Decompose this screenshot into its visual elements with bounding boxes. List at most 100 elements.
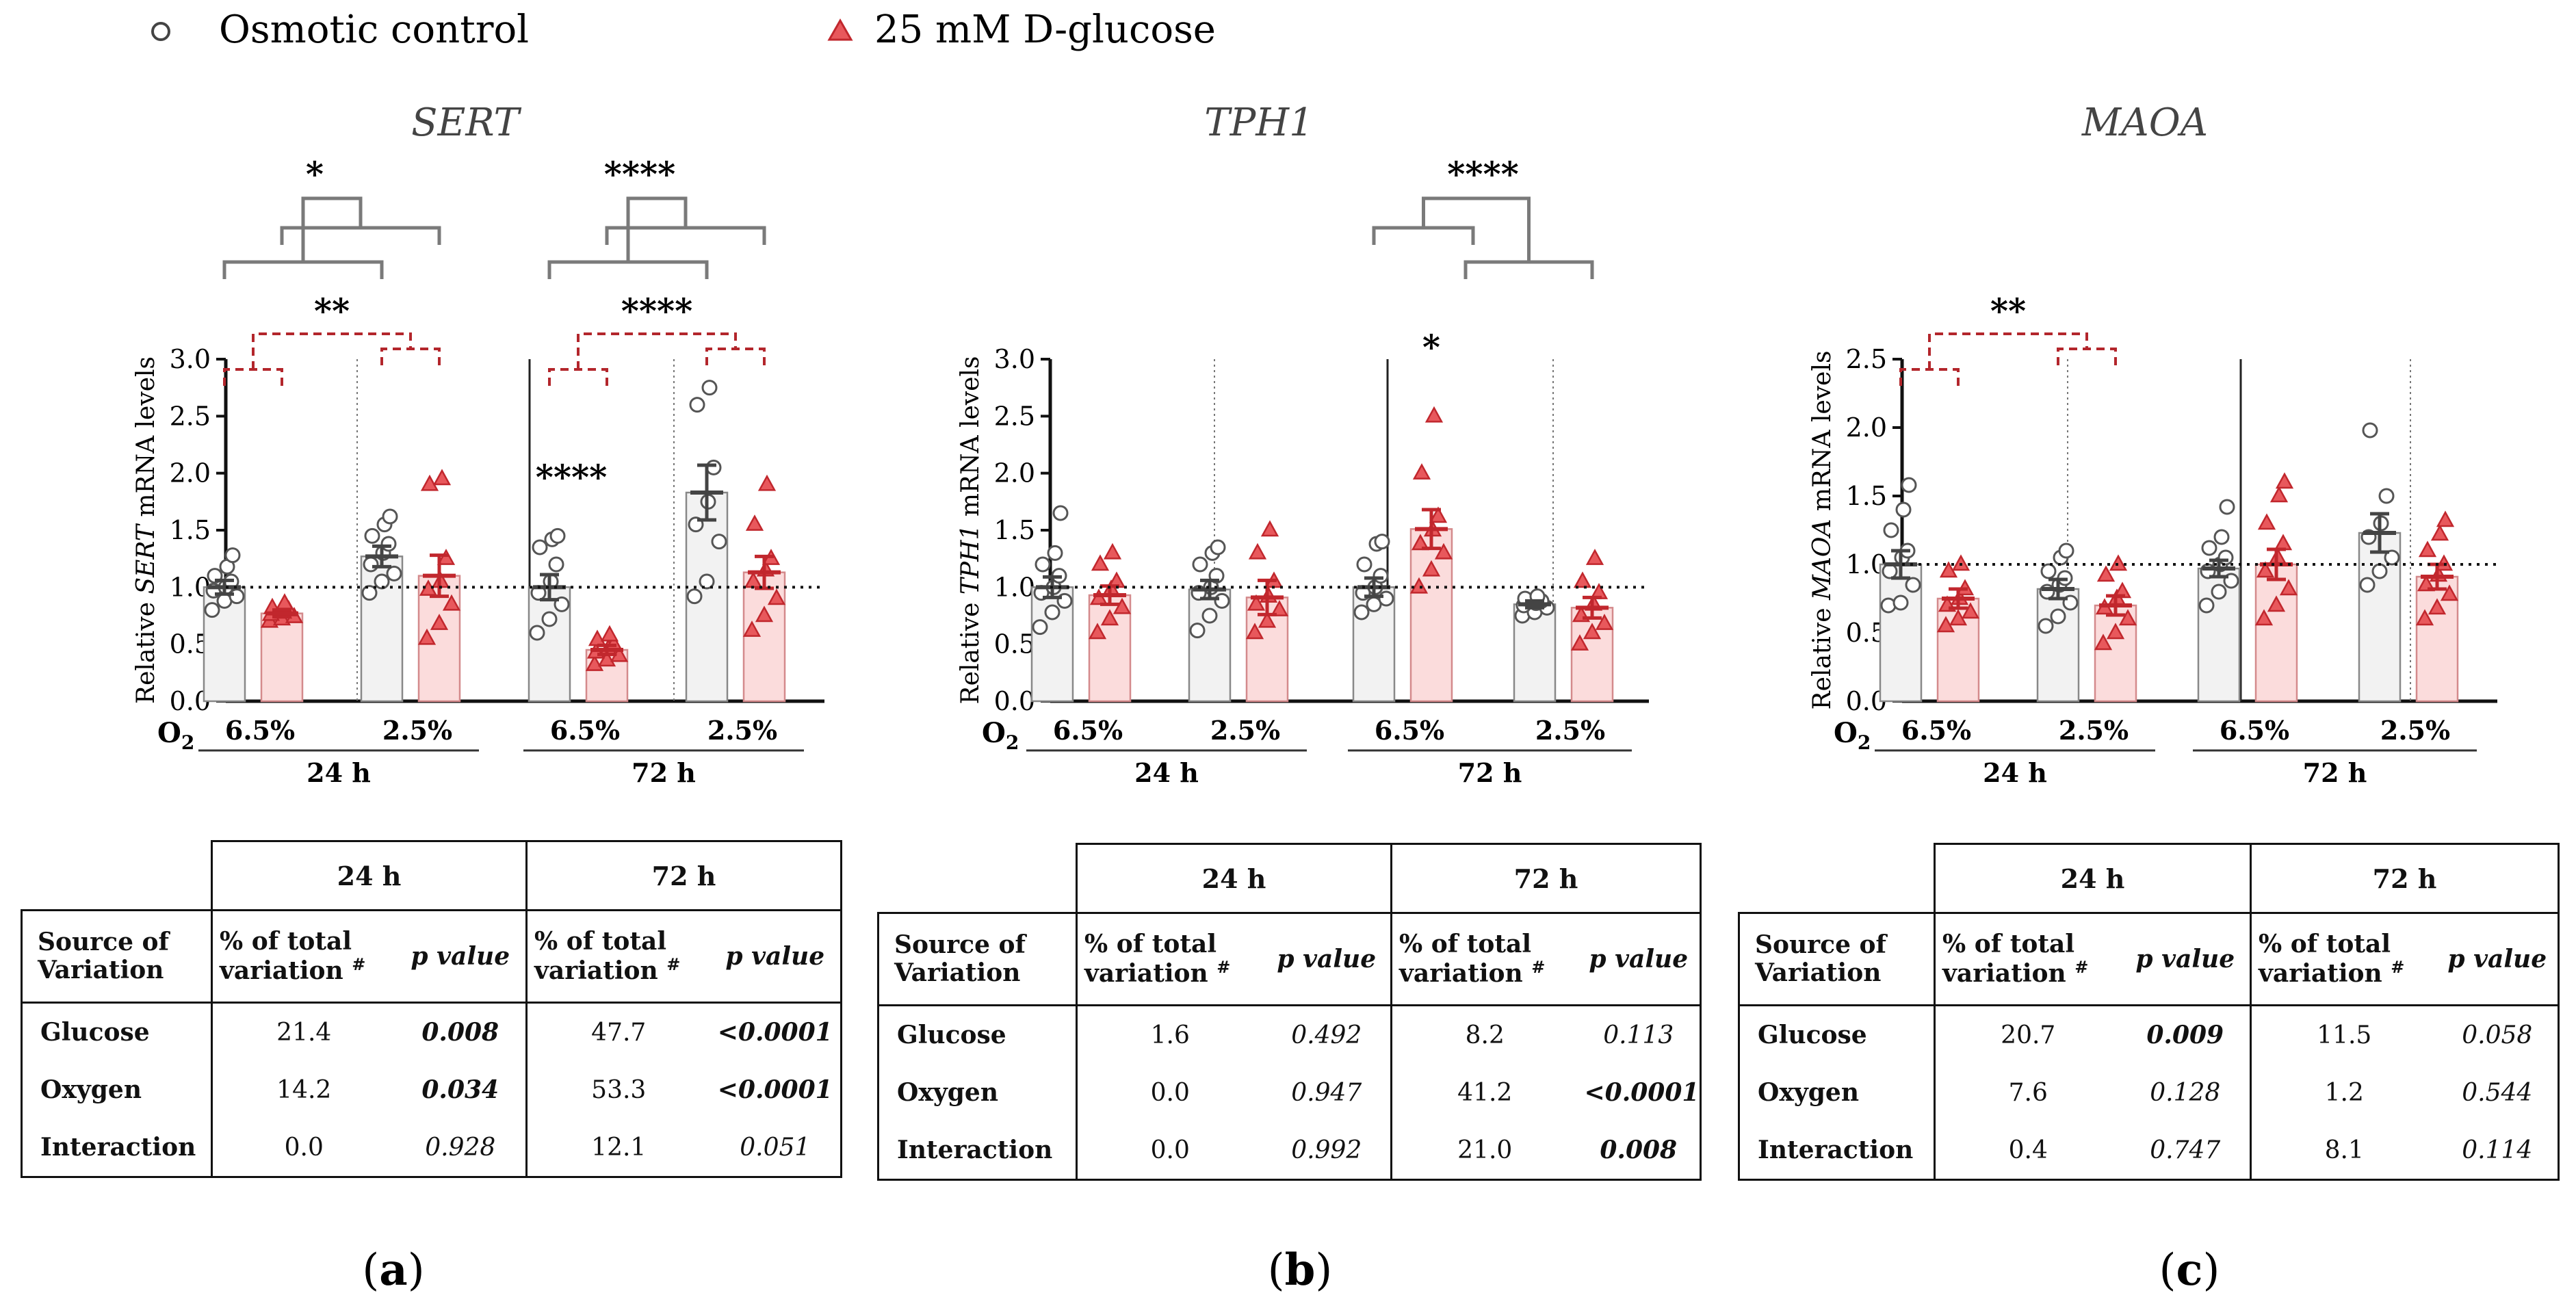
table-source-cell: Glucose [877,1005,1077,1064]
anova-table-tph1: 24 h 72 h Source of Variation% of total vari… [877,843,1702,1181]
o2-level-label: 6.5% [1053,715,1123,746]
time-label: 72 h [1458,757,1522,788]
o2-level-label: 2.5% [2380,715,2450,746]
glucose-point [1091,554,1110,571]
y-tick-label: 2.0 [994,458,1035,488]
o2-level-label: 2.5% [1535,715,1605,746]
control-point [2198,597,2215,614]
control-point [2359,577,2376,593]
glucose-point [2257,513,2276,530]
control-point [529,625,545,641]
glucose-point [1409,577,1429,594]
table-p-cell: 0.928 [395,1119,527,1178]
table-row: Glucose 20.7 0.009 11.5 0.058 [1738,1005,2560,1064]
y-axis-label: Relative MAOA mRNA levels [1808,351,1836,710]
y-tick-label: 3.0 [994,344,1035,374]
gray-bracket-inner [1463,260,1594,279]
glucose-point [2096,565,2116,582]
legend-glucose-marker [827,18,853,41]
table-pct-header: % of total variation # [1076,913,1263,1006]
glucose-point [585,655,604,671]
control-point [2040,563,2057,579]
red-bracket-inner [548,368,608,386]
y-tick-label: 1.5 [170,515,211,545]
control-point [1201,607,1218,624]
table-pct-header: % of total variation # [211,910,395,1004]
glucose-point [275,593,294,610]
significance-star: **** [536,457,608,497]
control-point [364,527,380,544]
o2-label: O2 [982,717,1019,754]
glucose-point [1595,614,1614,630]
table-source-cell: Interaction [1738,1121,1935,1181]
y-tick-label: 0.5 [994,629,1035,659]
time-label: 24 h [307,757,371,788]
table-pct-cell: 53.3 [525,1061,710,1119]
table-pct-cell: 47.7 [525,1002,710,1061]
glucose-point [597,650,616,667]
y-tick-label: 2.0 [1846,413,1887,443]
table-p-cell: 0.009 [2146,1021,2224,1049]
glucose-point [2094,633,2113,651]
glucose-bar [2254,563,2298,703]
table-time-header: 24 h [211,840,527,911]
control-point [1374,534,1390,550]
gray-bracket-inner [547,260,709,279]
table-row: Oxygen 0.0 0.947 41.2 <0.0001 [877,1064,1702,1121]
table-source-cell: Oxygen [877,1064,1077,1121]
table-p-cell: 0.947 [1291,1078,1362,1107]
control-point [549,527,566,544]
red-bracket-outer [1928,332,2088,369]
table-row: Oxygen 7.6 0.128 1.2 0.544 [1738,1064,2560,1121]
table-pct-cell: 8.1 [2250,1121,2437,1181]
table-corner [22,841,212,911]
glucose-point [2256,561,2275,578]
glucose-point [417,628,437,645]
table-p-cell: 0.114 [2436,1121,2560,1181]
glucose-point [432,469,452,486]
table-time-header: 24 h [1934,843,2251,914]
table-p-cell: <0.0001 [710,1002,842,1061]
chart-tph1: TPH1 0.0 0.5 1.0 1.5 2.0 2.5 3.0 Relative TPH1 m… [957,101,1649,788]
glucose-point [420,474,439,491]
glucose-point [1113,597,1132,614]
glucose-point [1088,623,1107,640]
glucose-point [2118,609,2137,626]
table-time-header: 72 h [525,840,842,911]
table-row: Glucose 21.4 0.008 47.7 <0.0001 [21,1002,842,1061]
table-source-cell: Glucose [1738,1005,1935,1064]
glucose-point [1961,602,1980,619]
o2-level-label: 2.5% [382,715,452,746]
table-source-cell: Interaction [877,1121,1077,1181]
table-p-cell: 0.008 [1577,1121,1702,1181]
control-point [204,602,220,618]
control-point [2058,542,2074,559]
glucose-point [1429,506,1448,523]
control-point [701,380,718,396]
control-point [689,397,705,413]
glucose-point [742,620,762,637]
table-pct-cell: 20.7 [1934,1005,2121,1064]
time-label: 24 h [1983,757,2047,788]
significance-star: * [1422,327,1440,367]
o2-level-label: 2.5% [2059,715,2129,746]
control-point [705,459,722,475]
glucose-point [1100,609,1119,626]
glucose-point [2269,486,2289,503]
glucose-point [1248,542,1267,560]
control-point [2211,584,2227,600]
table-p-cell: 0.008 [421,1018,499,1047]
y-tick-label: 1.5 [1846,481,1887,511]
glucose-point [1570,634,1589,651]
table-p-cell: 0.492 [1291,1021,1362,1049]
y-tick-label: 1.0 [994,572,1035,602]
glucose-point [1949,609,1968,626]
control-point [2362,422,2378,439]
control-point [2217,549,2234,566]
table-pct-cell: 14.2 [211,1061,395,1119]
gray-bracket-inner [280,226,441,245]
y-tick-label: 1.5 [994,515,1035,545]
control-point [1883,522,1899,538]
table-corner [1739,844,1935,913]
table-source-header: Source of Variation [1738,912,1935,1006]
